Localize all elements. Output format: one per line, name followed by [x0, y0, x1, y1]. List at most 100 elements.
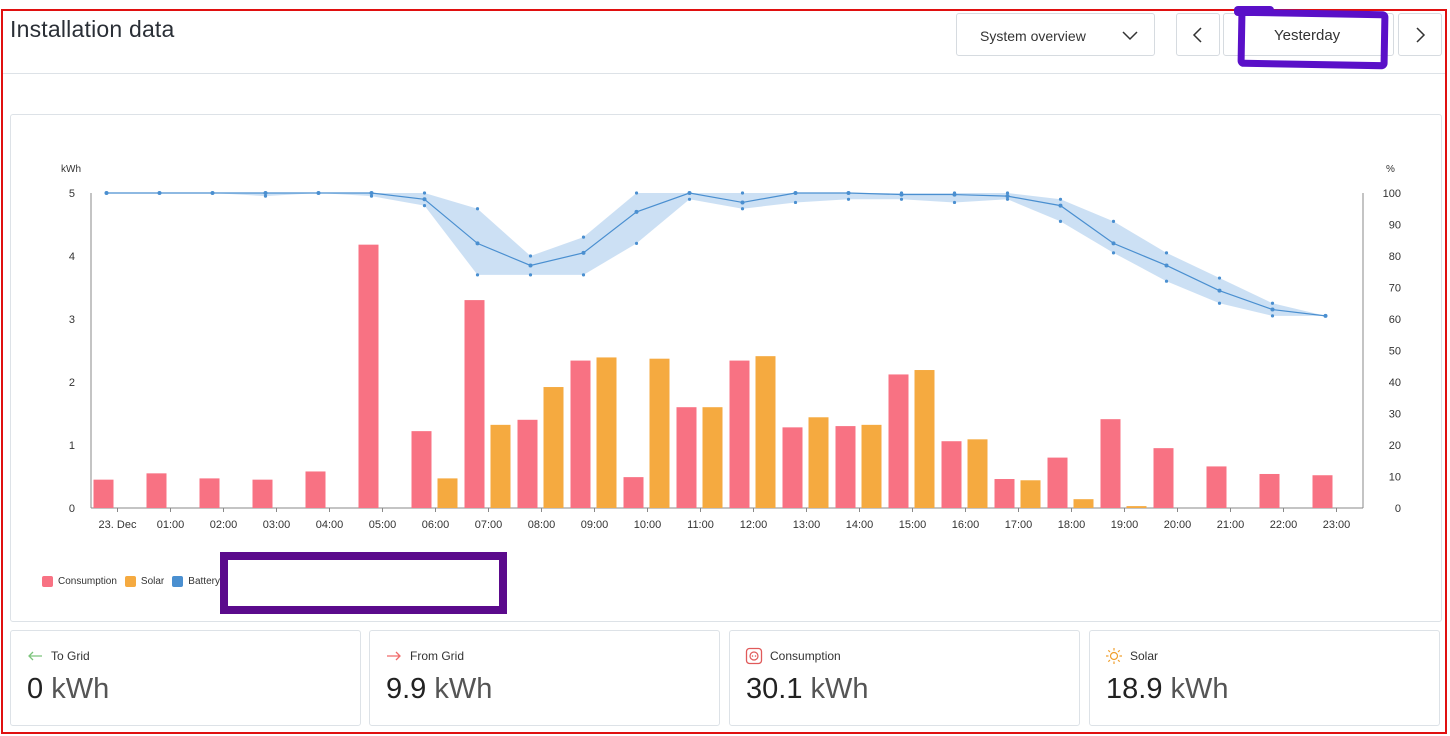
x-tick-label: 10:00: [634, 519, 662, 531]
legend-item-solar[interactable]: Solar: [124, 576, 165, 587]
bar-consumption: [676, 407, 697, 508]
battery-point: [1164, 263, 1169, 268]
battery-min-point: [528, 273, 533, 277]
legend-item-battery[interactable]: Battery: [172, 576, 220, 587]
x-tick-label: 08:00: [528, 519, 556, 531]
stat-value: 30.1 kWh: [746, 673, 869, 705]
battery-max-point: [1111, 219, 1116, 223]
bar-solar: [490, 424, 511, 508]
x-tick-label: 06:00: [422, 519, 450, 531]
bar-consumption: [888, 374, 909, 508]
battery-max-point: [1217, 276, 1222, 280]
chart-card: kWh% 0 1 2 3 4 5 0 10 20 30 40 50 60 70 80 90 100 23. Dec 0…: [10, 114, 1442, 622]
x-tick-label: 04:00: [316, 519, 344, 531]
stat-value: 9.9 kWh: [386, 673, 493, 705]
stat-value: 0 kWh: [27, 673, 110, 705]
battery-point: [422, 197, 427, 202]
stat-card-consumption: Consumption 30.1 kWh: [729, 630, 1080, 726]
battery-max-point: [1164, 251, 1169, 255]
y-right-tick-label: 10: [1389, 472, 1401, 484]
bar-consumption: [358, 244, 379, 508]
battery-min-point: [1270, 314, 1275, 318]
x-tick-label: 20:00: [1164, 519, 1192, 531]
battery-point: [634, 209, 639, 214]
arrow-left-icon: [28, 651, 42, 661]
sun-icon: [1106, 648, 1122, 664]
battery-max-point: [422, 191, 427, 195]
bar-consumption: [1100, 419, 1121, 508]
x-tick-label: 12:00: [740, 519, 768, 531]
bar-solar: [596, 357, 617, 508]
battery-min-point: [210, 191, 215, 195]
legend-swatch-consumption: [42, 576, 53, 587]
battery-min-point: [1164, 279, 1169, 283]
battery-min-point: [263, 194, 268, 198]
chevron-down-icon: [1122, 31, 1138, 41]
bar-solar: [543, 387, 564, 508]
bar-consumption: [411, 431, 432, 508]
battery-min-point: [634, 241, 639, 245]
window-frame: [1, 9, 1447, 734]
battery-min-point: [1111, 251, 1116, 255]
battery-line: [106, 192, 1326, 317]
y-right-tick-label: 100: [1383, 188, 1401, 200]
next-period-button[interactable]: [1398, 13, 1442, 56]
x-tick-label: 05:00: [369, 519, 397, 531]
battery-min-point: [1217, 301, 1222, 305]
x-tick-label: 09:00: [581, 519, 609, 531]
bar-consumption: [517, 419, 538, 508]
stat-value: 18.9 kWh: [1106, 673, 1229, 705]
battery-min-point: [740, 207, 745, 211]
y-left-tick-label: 4: [69, 251, 75, 263]
legend-item-consumption[interactable]: Consumption: [42, 576, 117, 587]
battery-min-point: [157, 191, 162, 195]
battery-max-point: [369, 191, 374, 195]
x-tick-label: 07:00: [475, 519, 503, 531]
x-tick-label: 18:00: [1058, 519, 1086, 531]
annotation-highlight: [1237, 8, 1389, 70]
battery-min-point: [581, 273, 586, 277]
bar-consumption: [252, 479, 273, 508]
page-title: Installation data: [10, 16, 175, 42]
battery-point: [581, 250, 586, 255]
battery-min-point: [1058, 219, 1063, 223]
battery-max-point: [581, 235, 586, 239]
bar-solar: [861, 424, 882, 508]
view-dropdown[interactable]: System overview: [956, 13, 1155, 56]
bar-consumption: [1153, 448, 1174, 508]
bar-solar: [914, 370, 935, 508]
date-selector-button[interactable]: Yesterday: [1223, 13, 1394, 56]
x-tick-label: 15:00: [899, 519, 927, 531]
battery-max-point: [740, 191, 745, 195]
bar-consumption: [93, 479, 114, 508]
legend-label-solar: Solar: [140, 576, 165, 587]
battery-point: [1111, 241, 1116, 246]
bar-solar: [1073, 499, 1094, 508]
x-tick-label: 03:00: [263, 519, 291, 531]
battery-min-point: [475, 273, 480, 277]
x-tick-label: 21:00: [1217, 519, 1245, 531]
battery-max-point: [952, 191, 957, 195]
y-left-tick-label: 1: [69, 440, 75, 452]
bar-solar: [967, 439, 988, 508]
plug-icon: [745, 647, 763, 665]
stat-label: From Grid: [410, 649, 464, 663]
previous-period-button[interactable]: [1176, 13, 1220, 56]
bar-consumption: [623, 477, 644, 508]
legend-label-consumption: Consumption: [58, 576, 117, 587]
y-left-tick-label: 0: [69, 503, 75, 515]
x-tick-label: 11:00: [687, 519, 714, 531]
y-right-unit-label: %: [1386, 164, 1395, 175]
bar-consumption: [1206, 466, 1227, 508]
battery-min-point: [793, 200, 798, 205]
bar-solar: [649, 358, 670, 508]
legend-swatch-solar: [124, 576, 136, 587]
bar-solar: [1020, 480, 1041, 508]
battery-min-point: [369, 194, 374, 198]
bar-consumption: [1047, 457, 1068, 508]
bar-consumption: [729, 360, 750, 508]
battery-point: [528, 263, 533, 268]
battery-max-point: [1270, 301, 1275, 305]
battery-point: [1005, 194, 1010, 199]
battery-point: [1058, 203, 1063, 208]
